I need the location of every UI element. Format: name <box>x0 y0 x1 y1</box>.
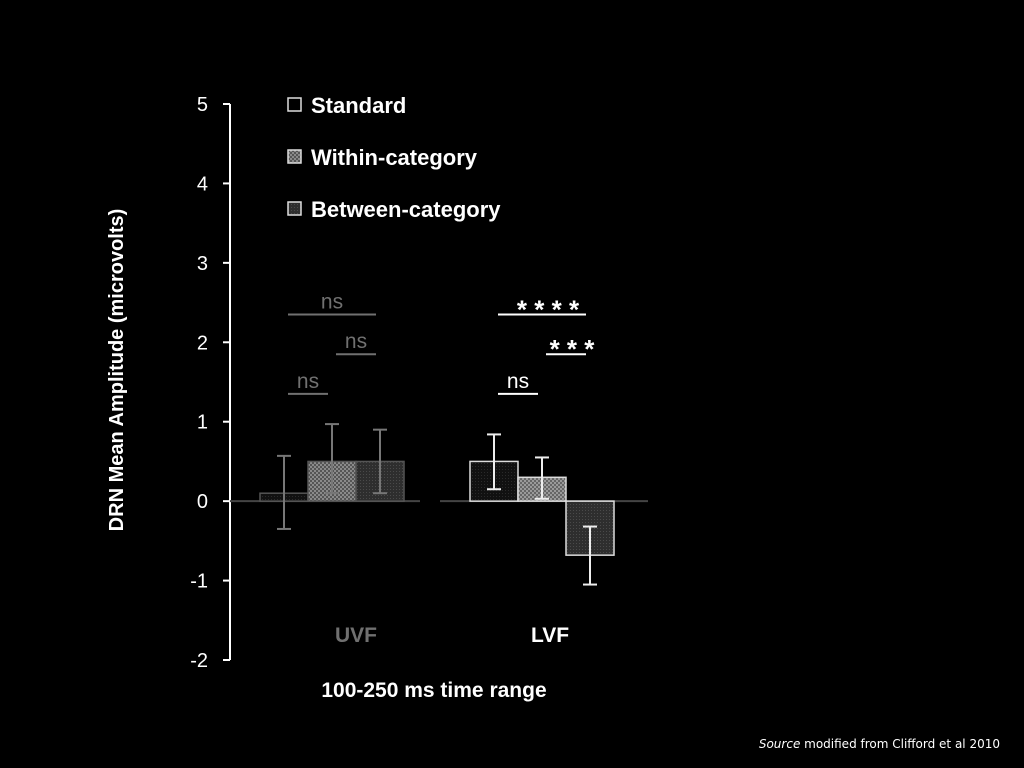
legend-label-0: Standard <box>311 93 406 118</box>
sig-label-1: ns <box>321 290 343 313</box>
x-axis-label: 100-250 ms time range <box>321 679 546 702</box>
group-label-lvf: LVF <box>531 624 569 647</box>
source-note-italic: Source <box>758 737 801 751</box>
y-tick-label--2: -2 <box>190 650 208 672</box>
group-label-uvf: UVF <box>335 624 377 647</box>
y-tick-label-1: 1 <box>197 412 208 434</box>
y-tick-label--1: -1 <box>190 571 208 593</box>
y-axis-label: DRN Mean Amplitude (microvolts) <box>106 209 128 532</box>
sig-label-3: ns <box>507 370 529 393</box>
y-tick-label-2: 2 <box>197 332 208 354</box>
sig-label-4: * * * * <box>517 294 580 324</box>
y-tick-label-0: 0 <box>197 491 208 513</box>
sig-label-5: * * * <box>550 334 596 364</box>
source-note-text: modified from Clifford et al 2010 <box>800 737 1000 751</box>
legend-label-1: Within-category <box>311 145 478 170</box>
legend-swatch-0 <box>287 97 302 112</box>
y-tick-label-5: 5 <box>197 94 208 116</box>
sig-label-2: ns <box>345 330 367 353</box>
source-note: Source modified from Clifford et al 2010 <box>759 737 1000 751</box>
y-tick-label-3: 3 <box>197 253 208 275</box>
legend-label-2: Between-category <box>311 197 501 222</box>
y-tick-label-4: 4 <box>197 173 208 195</box>
sig-label-0: ns <box>297 370 319 393</box>
legend-swatch-2 <box>287 201 302 216</box>
legend-swatch-1 <box>287 149 302 164</box>
